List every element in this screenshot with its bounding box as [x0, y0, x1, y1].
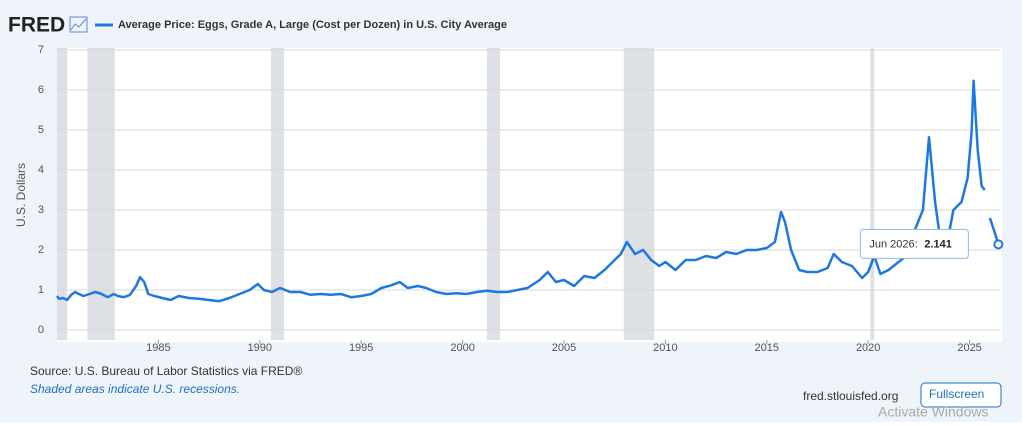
y-tick-label: 3 [38, 204, 44, 216]
x-tick-label: 2010 [653, 342, 677, 354]
x-tick-label: 2000 [450, 342, 474, 354]
y-axis-label: U.S. Dollars [14, 163, 28, 227]
plot-area [57, 48, 1002, 342]
y-tick-label: 0 [38, 324, 44, 336]
tooltip [859, 228, 969, 259]
tooltip-label: Jun 2026: [869, 238, 917, 250]
y-tick-label: 1 [38, 284, 44, 296]
y-tick-label: 2 [38, 244, 44, 256]
source: Source: U.S. Bureau of Labor Statistics … [30, 364, 302, 378]
x-tick-label: 1995 [349, 342, 373, 354]
recession-band [270, 48, 285, 340]
recession-band [87, 48, 115, 340]
logo-icon [69, 16, 88, 33]
logo: FRED [8, 14, 65, 37]
y-tick-label: 4 [38, 164, 44, 176]
y-tick-label: 7 [38, 44, 44, 56]
recession-band [870, 48, 875, 340]
recession-band [57, 48, 68, 340]
y-tick-label: 5 [38, 124, 44, 136]
fullscreen-button[interactable] [920, 382, 1002, 408]
x-tick-label: 2015 [755, 342, 779, 354]
site: fred.stlouisfed.org [803, 389, 898, 403]
recession-band [623, 48, 655, 340]
x-tick-label: 2005 [552, 342, 576, 354]
hover-point [993, 239, 1004, 250]
recession-band [486, 48, 501, 340]
x-tick-label: 2020 [856, 342, 880, 354]
y-tick-label: 6 [38, 84, 44, 96]
x-tick-label: 1985 [146, 342, 170, 354]
watermark: Activate Windows [878, 404, 988, 420]
legend-label: Average Price: Eggs, Grade A, Large (Cos… [118, 19, 507, 31]
recession-note: Shaded areas indicate U.S. recessions. [30, 382, 240, 396]
x-tick-label: 1990 [248, 342, 272, 354]
tooltip-value: 2.141 [924, 238, 952, 250]
fullscreen-label[interactable]: Fullscreen [929, 387, 984, 401]
x-tick-label: 2025 [957, 342, 981, 354]
